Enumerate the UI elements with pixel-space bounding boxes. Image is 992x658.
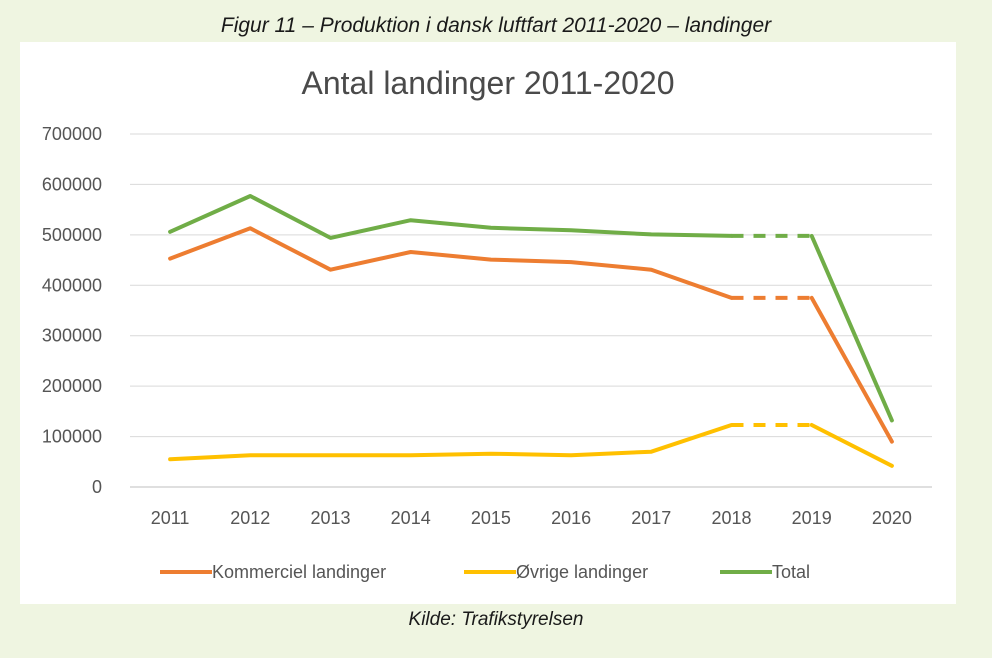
line-chart: Antal landinger 2011-2020 0 100000 200000 3…: [42, 65, 932, 582]
x-tick-label: 2020: [872, 508, 912, 528]
series-line-segment: [168, 194, 734, 240]
y-axis-ticks: 0 100000 200000 300000 400000 500000 600000 700…: [42, 124, 102, 497]
figure-source: Kilde: Trafikstyrelsen: [408, 609, 584, 630]
legend-label: Øvrige landinger: [516, 562, 648, 582]
x-tick-label: 2019: [792, 508, 832, 528]
y-tick-label: 600000: [42, 174, 102, 194]
series-line-segment: [809, 295, 894, 444]
legend-label: Total: [772, 562, 810, 582]
x-tick-label: 2018: [711, 508, 751, 528]
series-line-segment: [809, 423, 894, 468]
legend: Kommerciel landinger Øvrige landinger Tota…: [160, 562, 810, 582]
chart-title: Antal landinger 2011-2020: [301, 65, 674, 101]
y-tick-label: 700000: [42, 124, 102, 144]
x-tick-label: 2013: [310, 508, 350, 528]
figure-caption: Figur 11 – Produktion i dansk luftfart 2…: [220, 14, 772, 37]
y-tick-label: 500000: [42, 225, 102, 245]
x-tick-label: 2017: [631, 508, 671, 528]
series-line-segment: [809, 233, 894, 423]
y-tick-label: 200000: [42, 376, 102, 396]
x-tick-label: 2014: [391, 508, 431, 528]
legend-label: Kommerciel landinger: [212, 562, 386, 582]
chart-panel: Antal landinger 2011-2020 0 100000 200000 3…: [20, 42, 956, 604]
x-tick-label: 2016: [551, 508, 591, 528]
series-line-segment: [168, 226, 734, 300]
x-axis-ticks: 2011 2012 2013 2014 2015 2016 2017 2018 2019 2020: [151, 508, 912, 528]
x-tick-label: 2015: [471, 508, 511, 528]
gridlines: [130, 133, 932, 488]
x-tick-label: 2011: [151, 508, 190, 528]
y-tick-label: 400000: [42, 275, 102, 295]
y-tick-label: 100000: [42, 427, 102, 447]
series-line-segment: [168, 423, 734, 462]
y-tick-label: 300000: [42, 326, 102, 346]
y-tick-label: 0: [92, 477, 102, 497]
series-lines: [168, 194, 894, 468]
x-tick-label: 2012: [230, 508, 270, 528]
